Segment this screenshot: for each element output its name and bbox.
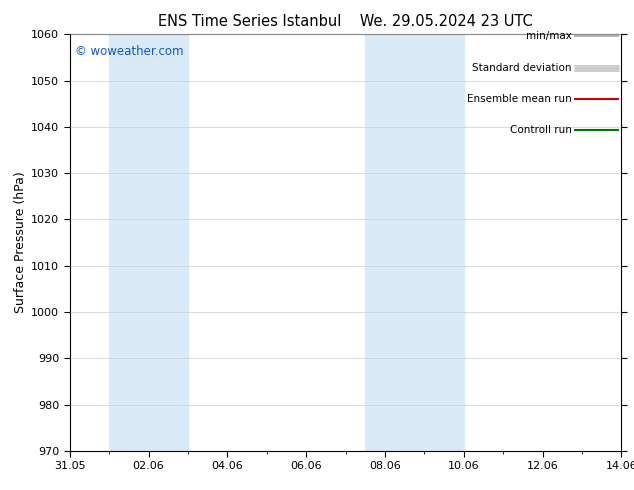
Y-axis label: Surface Pressure (hPa): Surface Pressure (hPa) [14, 172, 27, 314]
Text: Controll run: Controll run [510, 125, 572, 135]
Text: Standard deviation: Standard deviation [472, 63, 572, 73]
Title: ENS Time Series Istanbul    We. 29.05.2024 23 UTC: ENS Time Series Istanbul We. 29.05.2024 … [158, 14, 533, 29]
Text: © woweather.com: © woweather.com [75, 45, 184, 58]
Bar [109, 34, 188, 451]
Text: Ensemble mean run: Ensemble mean run [467, 94, 572, 104]
Bar [365, 34, 463, 451]
Text: min/max: min/max [526, 31, 572, 41]
